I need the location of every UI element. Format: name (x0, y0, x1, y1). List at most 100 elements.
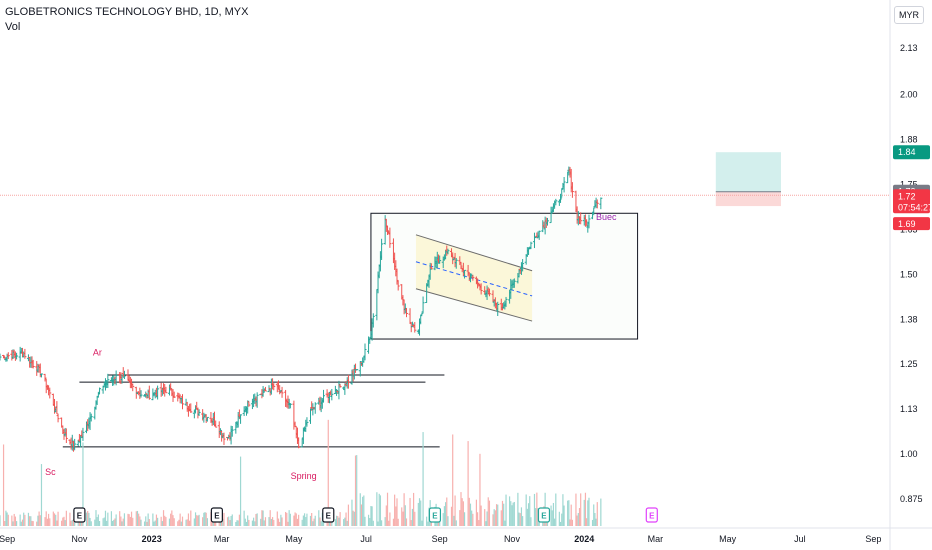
volume-bar (165, 517, 167, 526)
volume-bar (426, 516, 428, 526)
ohlc-bar (355, 369, 359, 371)
ohlc-bar (297, 437, 301, 449)
volume-bar (239, 456, 242, 526)
volume-bar (584, 492, 587, 526)
ohlc-bar (48, 387, 52, 399)
volume-bar (454, 495, 456, 526)
ohlc-bar (529, 241, 533, 250)
ohlc-bar (261, 386, 265, 397)
ohlc-bar (429, 263, 433, 270)
volume-bar (254, 521, 256, 526)
volume-bar (139, 516, 141, 526)
volume-bar (525, 494, 527, 526)
ohlc-bar (420, 312, 424, 316)
ohlc-bar (55, 401, 59, 415)
volume-bar (102, 518, 104, 526)
volume-bar (346, 520, 348, 526)
volume-bar (276, 511, 278, 526)
volume-bar (494, 510, 496, 526)
volume-bar (526, 508, 528, 526)
volume-bar (500, 510, 502, 526)
volume-bar (11, 515, 13, 526)
volume-bar (395, 506, 397, 526)
volume-bar (24, 514, 26, 526)
volume-bar (202, 517, 204, 526)
ohlc-bar (81, 427, 85, 441)
volume-bar (245, 521, 248, 526)
volume-bar (356, 455, 358, 526)
volume-indicator-label[interactable]: Vol (5, 21, 21, 33)
volume-bar (530, 517, 532, 526)
volume-bar (136, 510, 139, 526)
volume-bar (511, 505, 513, 526)
volume-bar (231, 514, 233, 526)
volume-bar (190, 510, 192, 526)
volume-bar (414, 511, 416, 526)
volume-bar (120, 516, 122, 526)
channel-fill (415, 234, 533, 322)
volume-bar (410, 520, 412, 526)
volume-bar (70, 520, 72, 526)
earnings-marker: E (645, 507, 658, 523)
volume-bar (147, 513, 149, 526)
earnings-marker-letter: E (432, 512, 438, 521)
ohlc-bar (114, 370, 118, 386)
volume-bar (479, 453, 481, 526)
volume-bar (559, 521, 562, 526)
currency-badge[interactable]: MYR (894, 6, 924, 24)
volume-bar (318, 510, 320, 526)
volume-bar (396, 498, 398, 526)
volume-bar (567, 500, 569, 526)
stop-price-tag-text: 1.69 (898, 219, 916, 229)
channel-lower-line (415, 288, 533, 322)
ohlc-bar (214, 420, 218, 428)
volume-bar (171, 510, 173, 526)
volume-bar (462, 501, 464, 526)
ohlc-bar (169, 383, 173, 391)
target-price-tag-bg (893, 145, 930, 160)
volume-bar (485, 521, 487, 526)
stop-price-tag-bg (893, 217, 930, 231)
volume-bar (72, 519, 75, 526)
volume-bar (47, 513, 50, 526)
volume-bar (57, 511, 59, 526)
volume-bar (74, 519, 76, 526)
volume-bar (243, 510, 245, 526)
time-tick-label: Nov (504, 534, 521, 544)
volume-bar (354, 455, 357, 526)
volume-bar (536, 492, 538, 526)
ohlc-bar (89, 413, 93, 422)
volume-bar (459, 510, 461, 526)
volume-bar (205, 512, 207, 526)
volume-bar (121, 521, 123, 526)
volume-bar (127, 513, 129, 526)
volume-bar (132, 517, 134, 526)
volume-bar (160, 516, 162, 526)
volume-bar (226, 517, 229, 526)
ohlc-bar (39, 373, 43, 378)
volume-bar (367, 514, 370, 526)
earnings-marker: E (322, 507, 335, 523)
volume-bar (4, 521, 6, 526)
volume-bar (596, 502, 598, 526)
volume-bar (55, 514, 57, 526)
time-tick-label: 2024 (574, 534, 594, 544)
volume-bar (20, 521, 22, 526)
ohlc-bar (56, 414, 60, 423)
volume-bar (65, 510, 67, 526)
volume-bar (362, 496, 364, 526)
ohlc-bar (239, 414, 243, 424)
ohlc-bar (263, 386, 267, 392)
volume-bar (334, 519, 336, 526)
volume-bar (478, 520, 480, 526)
volume-bar (247, 515, 249, 526)
symbol-title[interactable]: GLOBETRONICS TECHNOLOGY BHD, 1D, MYX (5, 6, 249, 18)
volume-bar (89, 517, 91, 526)
volume-bar (113, 519, 115, 526)
volume-bar (157, 517, 159, 526)
volume-bar (467, 441, 469, 526)
ohlc-bar (521, 259, 525, 272)
volume-bar (78, 520, 81, 526)
volume-bar (569, 519, 571, 526)
